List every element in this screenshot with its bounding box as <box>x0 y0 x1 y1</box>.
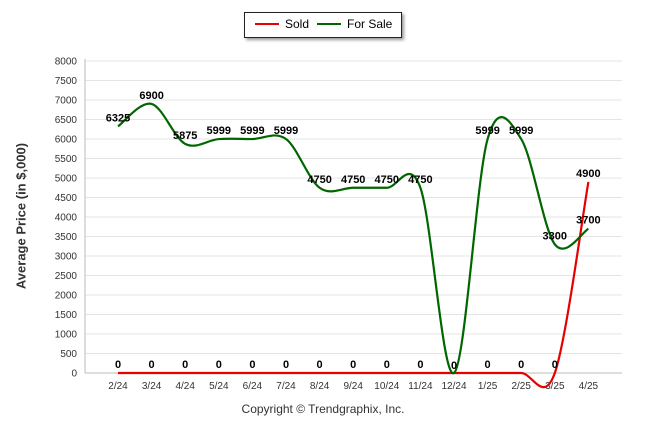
data-label-sold: 4900 <box>576 168 600 180</box>
data-label-sold: 0 <box>182 359 188 371</box>
legend-label-for-sale: For Sale <box>347 17 393 31</box>
y-tick-label: 1500 <box>55 310 78 321</box>
series-line-for-sale <box>117 102 590 375</box>
data-label-sold: 0 <box>518 359 524 371</box>
y-tick-label: 1000 <box>55 330 78 341</box>
data-label-for-sale: 3300 <box>543 230 567 242</box>
y-tick-label: 6500 <box>55 115 78 126</box>
legend-item-for-sale: For Sale <box>317 17 392 31</box>
x-tick-label: 3/24 <box>142 381 162 392</box>
data-label-for-sale: 5999 <box>274 125 298 137</box>
x-tick-label: 5/24 <box>209 381 229 392</box>
data-label-sold: 0 <box>552 359 558 371</box>
y-tick-label: 5500 <box>55 154 78 165</box>
data-label-for-sale: 5875 <box>173 130 197 142</box>
y-tick-label: 3500 <box>55 232 78 243</box>
x-tick-label: 4/24 <box>175 381 195 392</box>
data-label-sold: 0 <box>384 359 390 371</box>
y-axis-title: Average Price (in $,000) <box>13 142 29 290</box>
data-label-for-sale: 4750 <box>408 174 432 186</box>
y-tick-label: 8000 <box>55 57 78 68</box>
x-tick-label: 8/24 <box>310 381 330 392</box>
x-tick-label: 12/24 <box>441 381 466 392</box>
data-label-sold: 0 <box>417 359 423 371</box>
x-tick-label: 6/24 <box>243 381 263 392</box>
copyright-footer: Copyright © Trendgraphix, Inc. <box>241 402 405 416</box>
data-label-sold: 0 <box>249 359 255 371</box>
x-tick-label: 2/24 <box>108 381 128 392</box>
y-tick-label: 500 <box>60 349 77 360</box>
data-label-for-sale: 4750 <box>307 174 331 186</box>
data-label-for-sale: 0 <box>451 360 457 372</box>
x-tick-label: 11/24 <box>408 381 433 392</box>
data-label-for-sale: 5999 <box>509 125 533 137</box>
x-tick-label: 1/25 <box>478 381 498 392</box>
data-label-for-sale: 4750 <box>341 174 365 186</box>
y-tick-label: 0 <box>71 369 77 380</box>
y-tick-label: 2500 <box>55 271 78 282</box>
data-label-for-sale: 6325 <box>106 112 130 124</box>
data-label-sold: 0 <box>317 359 323 371</box>
data-label-sold: 0 <box>115 359 121 371</box>
y-tick-label: 6000 <box>55 135 78 146</box>
x-tick-label: 3/25 <box>545 381 565 392</box>
legend-label-sold: Sold <box>285 17 310 31</box>
legend: Sold For Sale <box>244 12 402 38</box>
x-tick-label: 4/25 <box>579 381 599 392</box>
data-label-for-sale: 4750 <box>375 174 399 186</box>
data-label-for-sale: 5999 <box>240 125 264 137</box>
legend-swatch-for-sale <box>317 23 341 25</box>
x-tick-label: 9/24 <box>343 381 363 392</box>
data-label-for-sale: 6900 <box>139 90 163 102</box>
series-line-sold <box>118 181 590 389</box>
data-label-for-sale: 3700 <box>576 215 600 227</box>
data-label-sold: 0 <box>216 359 222 371</box>
x-tick-label: 7/24 <box>276 381 296 392</box>
data-label-for-sale: 5999 <box>475 125 499 137</box>
y-tick-label: 4500 <box>55 193 78 204</box>
y-tick-label: 5000 <box>55 174 78 185</box>
y-tick-label: 7000 <box>55 96 78 107</box>
x-tick-label: 2/25 <box>511 381 531 392</box>
y-tick-label: 4000 <box>55 213 78 224</box>
y-tick-label: 2000 <box>55 291 78 302</box>
data-label-sold: 0 <box>350 359 356 371</box>
data-label-for-sale: 5999 <box>207 125 231 137</box>
x-tick-label: 10/24 <box>374 381 399 392</box>
data-label-sold: 0 <box>283 359 289 371</box>
y-tick-label: 3000 <box>55 252 78 263</box>
legend-item-sold: Sold <box>255 17 309 31</box>
data-label-sold: 0 <box>149 359 155 371</box>
y-tick-label: 7500 <box>55 76 78 87</box>
data-label-sold: 0 <box>485 359 491 371</box>
legend-swatch-sold <box>255 23 279 25</box>
